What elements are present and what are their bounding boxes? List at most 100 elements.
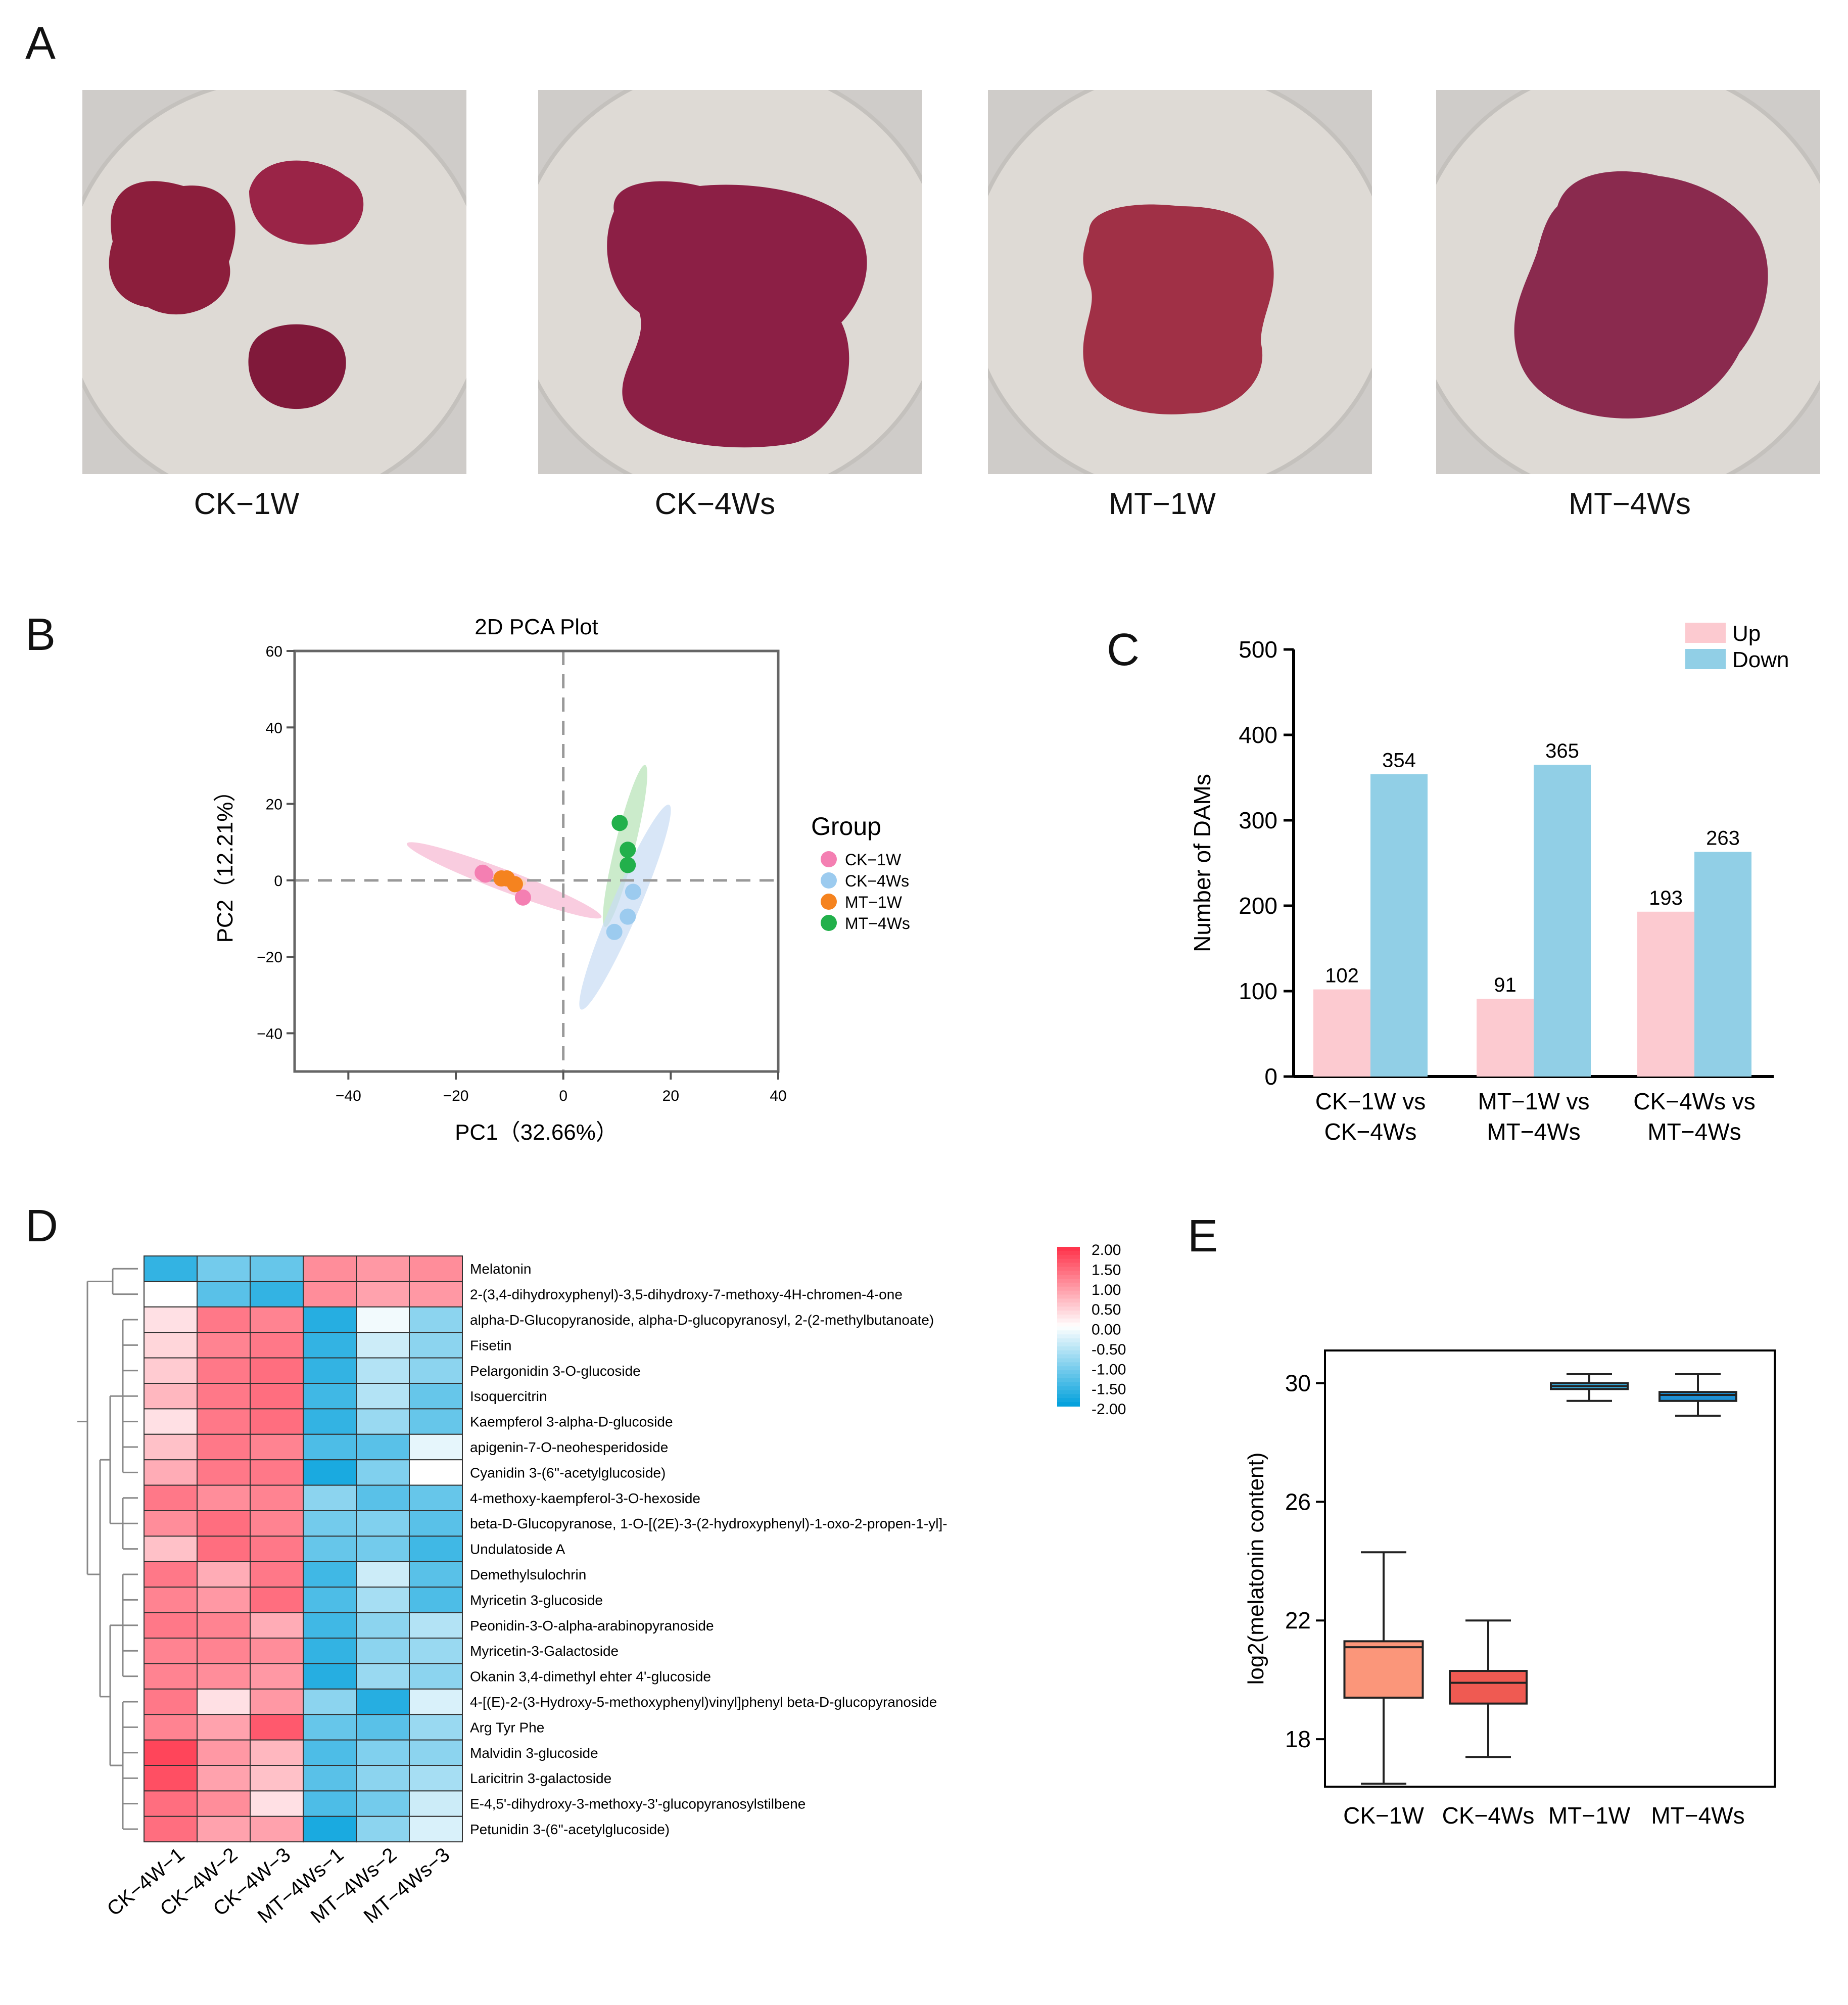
y-tick-label: 20 bbox=[266, 797, 282, 813]
heatmap-cell bbox=[144, 1255, 198, 1282]
x-category-label: MT−1W bbox=[1548, 1802, 1631, 1829]
heatmap-cell bbox=[144, 1510, 198, 1537]
heatmap-cell bbox=[197, 1815, 251, 1843]
x-category-label: CK−4Ws bbox=[1442, 1802, 1535, 1829]
heatmap-cell bbox=[409, 1688, 463, 1715]
heatmap-row-label: Arg Tyr Phe bbox=[470, 1719, 544, 1735]
heatmap-cell bbox=[250, 1281, 304, 1308]
heatmap-cell bbox=[144, 1765, 198, 1792]
heatmap-cell bbox=[409, 1306, 463, 1333]
heatmap-cell bbox=[197, 1255, 251, 1282]
heatmap-cell bbox=[250, 1612, 304, 1639]
heatmap-cell bbox=[250, 1433, 304, 1461]
heatmap-cell bbox=[303, 1332, 357, 1359]
heatmap-cell bbox=[356, 1510, 410, 1537]
pca-frame bbox=[293, 649, 780, 1073]
heatmap-cell bbox=[303, 1714, 357, 1741]
heatmap-cell bbox=[409, 1484, 463, 1512]
colorbar-segment bbox=[1057, 1271, 1080, 1276]
heatmap-row-label: Myricetin 3-glucoside bbox=[470, 1592, 603, 1608]
panel-label-e: E bbox=[1188, 1211, 1218, 1262]
y-tick-label: −40 bbox=[257, 1025, 282, 1042]
petri-dish-image bbox=[1436, 90, 1820, 474]
heatmap-cell bbox=[409, 1459, 463, 1486]
heatmap-cell bbox=[250, 1815, 304, 1843]
heatmap-row-label: 4-[(E)-2-(3-Hydroxy-5-methoxyphenyl)viny… bbox=[470, 1694, 937, 1710]
heatmap-cell bbox=[250, 1688, 304, 1715]
heatmap-cell bbox=[144, 1638, 198, 1664]
colorbar-segment bbox=[1057, 1254, 1080, 1260]
legend-marker bbox=[821, 894, 837, 910]
petri-dish-image bbox=[82, 90, 466, 474]
heatmap-cell bbox=[250, 1790, 304, 1817]
colorbar-segment bbox=[1057, 1378, 1080, 1383]
heatmap-row-label: Demethylsulochrin bbox=[470, 1567, 586, 1582]
heatmap-cell bbox=[197, 1535, 251, 1562]
box-iqr bbox=[1343, 1640, 1424, 1699]
heatmap-cell bbox=[197, 1739, 251, 1766]
x-tick-label: 0 bbox=[559, 1088, 567, 1104]
pca-title: 2D PCA Plot bbox=[475, 615, 598, 639]
heatmap-cell bbox=[250, 1459, 304, 1486]
heatmap-cell bbox=[356, 1688, 410, 1715]
heatmap-cell bbox=[250, 1561, 304, 1588]
pca-point bbox=[606, 923, 623, 940]
colorbar-segment bbox=[1057, 1298, 1080, 1303]
petri-dish-image bbox=[988, 90, 1372, 474]
heatmap-cell bbox=[303, 1561, 357, 1588]
heatmap-cell bbox=[250, 1714, 304, 1741]
heatmap-row-label: Fisetin bbox=[470, 1337, 511, 1353]
colorbar-segment bbox=[1057, 1258, 1080, 1264]
photo-caption: MT−4Ws bbox=[1569, 487, 1691, 521]
y-tick-label: 60 bbox=[266, 643, 282, 660]
panel-label-c: C bbox=[1107, 625, 1140, 675]
x-tick-label: −20 bbox=[443, 1088, 469, 1104]
colorbar-tick-label: 2.00 bbox=[1092, 1242, 1121, 1258]
x-category-label: CK−1W bbox=[1343, 1802, 1424, 1829]
heatmap-cell bbox=[197, 1688, 251, 1715]
colorbar-tick-label: -1.00 bbox=[1092, 1361, 1126, 1378]
legend-title: Group bbox=[811, 812, 881, 841]
heatmap-row-label: Myricetin-3-Galactoside bbox=[470, 1643, 619, 1659]
heatmap-cell bbox=[197, 1306, 251, 1333]
heatmap-row-label: Okanin 3,4-dimethyl ehter 4'-glucoside bbox=[470, 1669, 711, 1685]
y-tick-label: 0 bbox=[274, 873, 282, 890]
heatmap-row-label: Petunidin 3-(6''-acetylglucoside) bbox=[470, 1822, 670, 1837]
bar-up bbox=[1477, 999, 1534, 1077]
heatmap-cell bbox=[409, 1408, 463, 1435]
legend-label: MT−4Ws bbox=[845, 914, 910, 932]
heatmap-row-label: Laricitrin 3-galactoside bbox=[470, 1770, 611, 1786]
x-category-label: MT−1W vs bbox=[1478, 1088, 1589, 1114]
colorbar-segment bbox=[1057, 1314, 1080, 1319]
y-tick-label: 26 bbox=[1285, 1488, 1311, 1515]
heatmap-cell bbox=[356, 1408, 410, 1435]
heatmap-row-label: Kaempferol 3-alpha-D-glucoside bbox=[470, 1414, 673, 1430]
colorbar-segment bbox=[1057, 1330, 1080, 1335]
colorbar-segment bbox=[1057, 1311, 1080, 1315]
heatmap-cell bbox=[197, 1332, 251, 1359]
heatmap-cell bbox=[303, 1281, 357, 1308]
x-category-label: CK−1W vs bbox=[1315, 1088, 1426, 1114]
photo-mt-4ws bbox=[1436, 90, 1820, 474]
colorbar-segment bbox=[1057, 1267, 1080, 1272]
x-category-label: CK−4Ws bbox=[1324, 1118, 1417, 1145]
photo-ck-4ws bbox=[538, 90, 922, 474]
y-tick-label: 18 bbox=[1285, 1726, 1311, 1752]
y-tick-label: 30 bbox=[1285, 1370, 1311, 1396]
heatmap-cell bbox=[303, 1688, 357, 1715]
heatmap-cell bbox=[409, 1433, 463, 1461]
heatmap-cell bbox=[356, 1714, 410, 1741]
heatmap-row-label: Cyanidin 3-(6''-acetylglucoside) bbox=[470, 1465, 666, 1480]
legend-marker bbox=[821, 915, 837, 931]
heatmap-row-label: beta-D-Glucopyranose, 1-O-[(2E)-3-(2-hyd… bbox=[470, 1516, 947, 1531]
heatmap-cell bbox=[144, 1332, 198, 1359]
bar-down bbox=[1370, 774, 1428, 1077]
colorbar-segment bbox=[1057, 1290, 1080, 1295]
pca-x-label: PC1（32.66%） bbox=[455, 1120, 618, 1145]
colorbar-tick-label: -0.50 bbox=[1092, 1341, 1126, 1358]
bar-value-label: 102 bbox=[1325, 965, 1359, 987]
heatmap-cell bbox=[303, 1815, 357, 1843]
heatmap-row-label: Melatonin bbox=[470, 1261, 531, 1277]
colorbar-tick-label: 0.50 bbox=[1092, 1301, 1121, 1318]
pca-point bbox=[625, 883, 641, 900]
